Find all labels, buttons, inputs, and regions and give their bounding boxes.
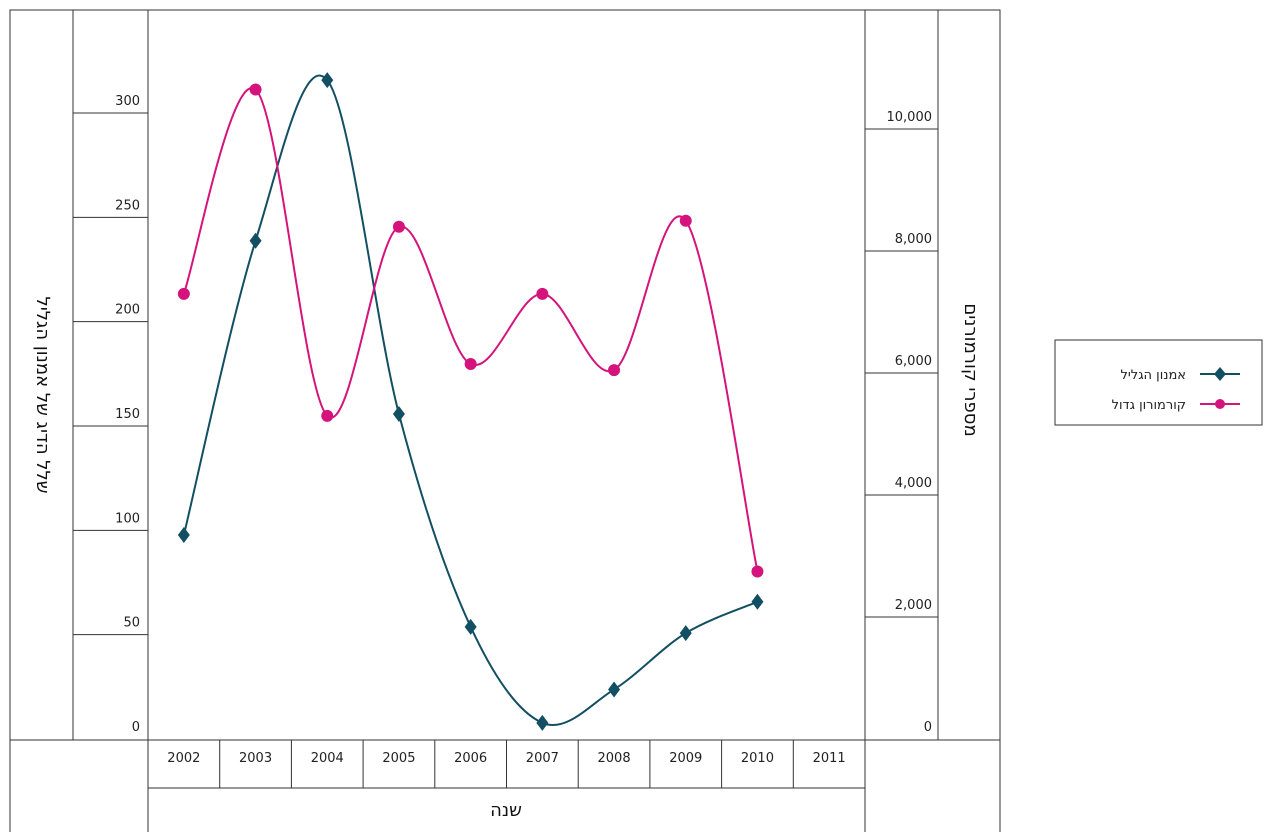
left-tick-label: 200: [115, 303, 140, 318]
left-tick-label: 250: [115, 198, 140, 213]
data-point-circle: [536, 287, 549, 300]
x-tick-label: 2005: [382, 751, 415, 766]
data-point-circle: [392, 220, 405, 233]
left-tick-label: 300: [115, 94, 140, 109]
x-axis-ticks: 2002 2003 2004 2005 2006 2007 2008 2009 2010 2011: [167, 751, 845, 766]
data-point-circle: [679, 214, 692, 227]
data-point-diamond: [392, 406, 405, 422]
x-tick-label: 2006: [454, 751, 487, 766]
right-tick-label: 6,000: [895, 354, 932, 369]
left-tick-label: 150: [115, 407, 140, 422]
data-point-circle: [608, 364, 621, 377]
right-tick-label: 2,000: [895, 598, 932, 613]
x-tick-label: 2010: [741, 751, 774, 766]
right-axis-title: מספרי קורמורנים: [960, 303, 981, 436]
data-point-diamond: [751, 593, 764, 610]
data-point-circle: [464, 358, 477, 371]
x-tick-label: 2002: [167, 751, 200, 766]
x-tick-label: 2008: [598, 751, 631, 766]
left-axis-ticks: 0 50 100 150 200 250 300: [73, 94, 148, 735]
left-axis-title: שלל הדיג של אמנון הגליל: [32, 296, 53, 493]
legend-box: [1054, 339, 1263, 426]
right-tick-label: 10,000: [887, 110, 933, 125]
legend-label: קורמורון גדול: [1112, 398, 1186, 413]
data-point-circle: [177, 287, 190, 300]
data-point-circle: [249, 83, 262, 96]
right-tick-label: 8,000: [895, 232, 932, 247]
series-layer: [177, 72, 764, 731]
right-tick-label: 0: [924, 720, 932, 735]
x-tick-label: 2003: [239, 751, 272, 766]
data-point-circle: [751, 565, 764, 578]
x-axis-title: שנה: [490, 800, 522, 821]
legend: אמנון הגליל קורמורון גדול: [1054, 339, 1263, 426]
left-tick-label: 100: [115, 511, 140, 526]
left-tick-label: 50: [123, 616, 140, 631]
left-tick-label: 0: [132, 720, 140, 735]
x-tick-label: 2009: [669, 751, 702, 766]
data-point-diamond: [321, 72, 334, 89]
chart-frame: [9, 9, 1001, 832]
data-point-diamond: [177, 527, 190, 544]
data-point-circle: [321, 409, 334, 422]
x-tick-label: 2011: [813, 751, 846, 766]
data-point-diamond: [608, 681, 621, 698]
x-tick-label: 2004: [311, 751, 344, 766]
legend-label: אמנון הגליל: [1121, 368, 1186, 383]
data-point-diamond: [536, 714, 549, 731]
legend-diamond-icon: [1214, 367, 1226, 381]
data-point-diamond: [679, 625, 692, 642]
data-point-diamond: [464, 618, 477, 635]
legend-circle-icon: [1215, 399, 1225, 409]
data-point-diamond: [249, 232, 262, 249]
x-tick-label: 2007: [526, 751, 559, 766]
right-tick-label: 4,000: [895, 476, 932, 491]
series-line-1: [182, 87, 759, 572]
year-column-dividers: [219, 740, 794, 788]
right-axis-ticks: 0 2,000 4,000 6,000 8,000 10,000: [865, 110, 938, 735]
